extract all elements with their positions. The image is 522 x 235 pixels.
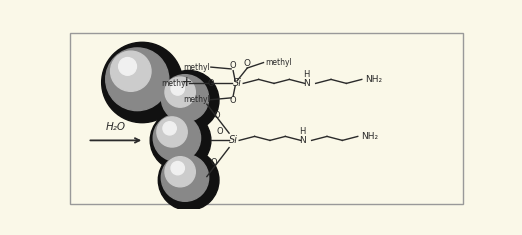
Text: O: O	[210, 158, 217, 167]
Ellipse shape	[163, 122, 176, 135]
Text: Si: Si	[229, 135, 238, 145]
Text: O: O	[244, 59, 251, 68]
FancyBboxPatch shape	[70, 33, 464, 204]
Ellipse shape	[171, 82, 184, 95]
Ellipse shape	[150, 110, 211, 171]
Text: N: N	[299, 136, 306, 145]
Ellipse shape	[157, 117, 187, 147]
Ellipse shape	[158, 150, 219, 210]
Text: H₂O: H₂O	[106, 122, 126, 132]
Ellipse shape	[153, 114, 200, 161]
Text: O: O	[230, 61, 236, 70]
Text: H: H	[304, 70, 310, 79]
Ellipse shape	[111, 51, 151, 91]
Ellipse shape	[161, 75, 209, 122]
Ellipse shape	[105, 48, 169, 111]
Text: NH₂: NH₂	[361, 132, 378, 141]
Text: O: O	[213, 111, 220, 121]
Ellipse shape	[171, 161, 184, 175]
Text: Si: Si	[233, 78, 242, 88]
Ellipse shape	[158, 70, 219, 131]
Ellipse shape	[165, 157, 195, 187]
Text: H: H	[300, 127, 306, 136]
Text: methyl: methyl	[161, 79, 188, 88]
Ellipse shape	[102, 42, 183, 123]
Text: O: O	[208, 79, 214, 88]
Text: O: O	[217, 127, 223, 136]
Ellipse shape	[165, 77, 195, 107]
Ellipse shape	[161, 154, 209, 201]
Text: +: +	[181, 75, 193, 90]
Text: O: O	[230, 96, 236, 106]
Text: methyl: methyl	[183, 63, 210, 72]
Text: methyl: methyl	[183, 95, 210, 104]
Text: N: N	[303, 79, 310, 88]
Ellipse shape	[118, 58, 136, 75]
Text: methyl: methyl	[266, 58, 292, 67]
Text: NH₂: NH₂	[365, 75, 382, 84]
